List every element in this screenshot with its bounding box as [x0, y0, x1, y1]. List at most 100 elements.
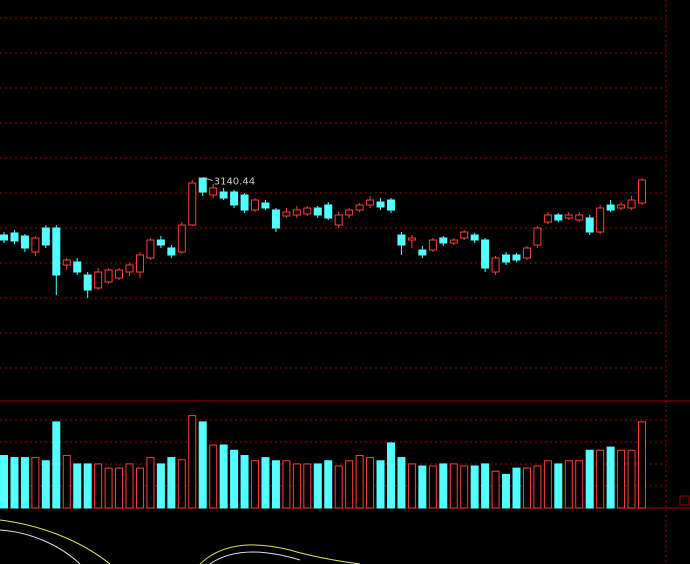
candle-body [355, 204, 364, 211]
candle-body [303, 207, 312, 215]
volume-bar [334, 465, 343, 509]
candle-body [20, 235, 29, 249]
candle-body [10, 232, 19, 242]
candle-body [460, 231, 469, 239]
indicator-line [0, 519, 111, 564]
volume-bar [198, 421, 207, 509]
volume-bar [460, 465, 469, 509]
volume-bar [397, 457, 406, 509]
candle-body [554, 214, 563, 221]
candle-body [606, 204, 615, 211]
candle-body [251, 199, 260, 211]
candle-body [638, 179, 646, 204]
candle-body [376, 201, 385, 208]
volume-bar [345, 460, 354, 509]
candle-body [313, 207, 322, 216]
candle-body [0, 234, 8, 241]
candle-body [167, 247, 176, 256]
candle-body [366, 199, 375, 206]
indicator-line [199, 544, 361, 564]
close-box[interactable] [679, 495, 690, 506]
volume-bar [407, 463, 416, 509]
volume-bar [376, 460, 385, 509]
candle-body [94, 271, 103, 289]
volume-bar [62, 455, 71, 509]
volume-bar [0, 455, 8, 509]
volume-bar [125, 463, 134, 509]
volume-bar [209, 444, 218, 509]
candle-body [428, 239, 437, 251]
volume-bar [428, 465, 437, 509]
candle-body [481, 239, 490, 269]
candle-body [261, 202, 270, 209]
candle-body [188, 182, 197, 226]
candle-body [271, 209, 280, 229]
candle-body [617, 204, 626, 209]
volume-bar [156, 463, 165, 509]
volume-bar [596, 449, 605, 509]
volume-bar [219, 444, 228, 509]
volume-bar [512, 467, 521, 509]
candle-body [470, 234, 479, 241]
volume-bar [355, 455, 364, 509]
volume-bar [418, 465, 427, 509]
volume-bar [366, 457, 375, 509]
high-annotation: 3140.44 [214, 177, 255, 188]
candle-body [334, 214, 343, 226]
volume-bar [146, 457, 155, 509]
volume-bar [522, 467, 531, 509]
candle-body [575, 214, 584, 221]
candle-body [198, 177, 207, 193]
volume-bar [282, 460, 291, 509]
volume-bar [104, 467, 113, 509]
candle-body [585, 217, 594, 233]
candle-body [512, 254, 521, 261]
volume-bar [627, 449, 636, 509]
candle-body [177, 224, 186, 253]
candle-body [230, 191, 239, 206]
volume-bar [491, 470, 500, 509]
indicator-line [209, 551, 301, 564]
candle-body [564, 214, 573, 219]
volume-bar [554, 463, 563, 509]
candle-body [439, 237, 448, 244]
candle-body [52, 227, 61, 276]
candle-body [324, 204, 333, 219]
candle-body [596, 207, 605, 233]
candle-body [146, 239, 155, 259]
volume-bar [261, 457, 270, 509]
volume-bar [83, 463, 92, 509]
candle-body [502, 254, 511, 263]
volume-bar [73, 463, 82, 509]
candle-body [104, 269, 113, 283]
volume-bar [177, 459, 186, 509]
volume-bar [292, 463, 301, 509]
volume-bar [303, 463, 312, 509]
annotation-leader [202, 177, 213, 182]
volume-bar [564, 460, 573, 509]
candle-body [83, 274, 92, 291]
volume-bar [533, 465, 542, 509]
volume-bar [638, 421, 646, 509]
candle-body [209, 187, 218, 196]
candle-body [407, 237, 416, 241]
volume-bar [240, 455, 249, 509]
candle-body [397, 234, 406, 246]
volume-bar [449, 463, 458, 509]
candle-body [41, 227, 50, 246]
volume-bar [41, 460, 50, 509]
volume-bar [502, 473, 511, 509]
candle-body [522, 247, 531, 259]
candle-body [418, 249, 427, 256]
volume-bar [167, 457, 176, 509]
volume-bar [230, 449, 239, 509]
volume-bar [575, 460, 584, 509]
indicator-line [0, 529, 81, 564]
candle-body [115, 269, 124, 279]
volume-bar [20, 457, 29, 509]
volume-bar [251, 460, 260, 509]
volume-bar [135, 467, 144, 509]
volume-bar [10, 457, 19, 509]
volume-bar [31, 457, 40, 509]
